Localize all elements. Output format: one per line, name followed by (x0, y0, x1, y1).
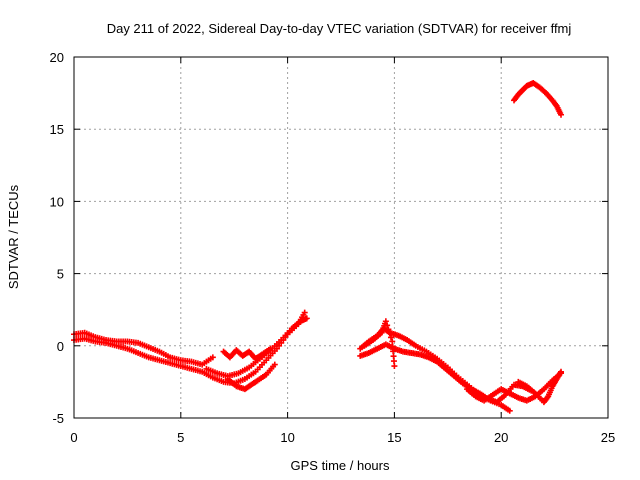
x-tick-label: 15 (387, 430, 401, 445)
grid (74, 57, 608, 418)
data-point (385, 326, 392, 333)
data-point (384, 322, 391, 329)
x-axis-label: GPS time / hours (291, 458, 390, 473)
data-point (391, 363, 398, 370)
series-track-5 (224, 361, 278, 393)
x-tick-label: 20 (494, 430, 508, 445)
data-point (558, 111, 565, 118)
data-point (382, 318, 389, 325)
data-point (544, 394, 551, 401)
x-tick-label: 5 (177, 430, 184, 445)
y-tick-label: 0 (57, 339, 64, 354)
y-tick-label: 20 (50, 50, 64, 65)
data-point (558, 368, 565, 375)
data-point (506, 407, 513, 414)
x-tick-label: 25 (601, 430, 615, 445)
data-point (267, 345, 274, 352)
data-point (301, 309, 308, 316)
data-point (209, 354, 216, 361)
data-point (303, 315, 310, 322)
data-point (386, 330, 393, 337)
y-tick-label: 10 (50, 194, 64, 209)
series-track-4 (220, 345, 274, 362)
data-point (387, 334, 394, 341)
data-point (271, 361, 278, 368)
series-track-11 (511, 79, 565, 118)
x-tick-label: 10 (280, 430, 294, 445)
chart-title: Day 211 of 2022, Sidereal Day-to-day VTE… (107, 21, 572, 36)
y-tick-label: -5 (52, 411, 64, 426)
plot-frame (73, 56, 609, 419)
x-tick-label: 0 (70, 430, 77, 445)
series-track-8 (361, 318, 398, 370)
y-tick-label: 15 (50, 122, 64, 137)
y-axis-label: SDTVAR / TECUs (6, 184, 21, 289)
y-tick-label: 5 (57, 267, 64, 282)
series-track-10 (515, 368, 565, 406)
